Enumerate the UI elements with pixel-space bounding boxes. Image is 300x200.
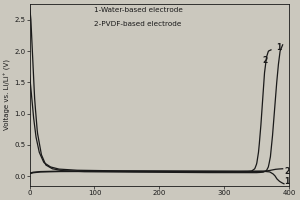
Text: 2-PVDF-based electrode: 2-PVDF-based electrode [94,21,182,27]
Text: 2: 2 [262,56,267,65]
Y-axis label: Voltage vs. Li/Li⁺ (V): Voltage vs. Li/Li⁺ (V) [4,59,11,130]
Text: 2: 2 [284,167,289,176]
Text: 1: 1 [284,177,289,186]
Text: 1: 1 [276,43,281,52]
Text: 1-Water-based electrode: 1-Water-based electrode [94,7,183,13]
